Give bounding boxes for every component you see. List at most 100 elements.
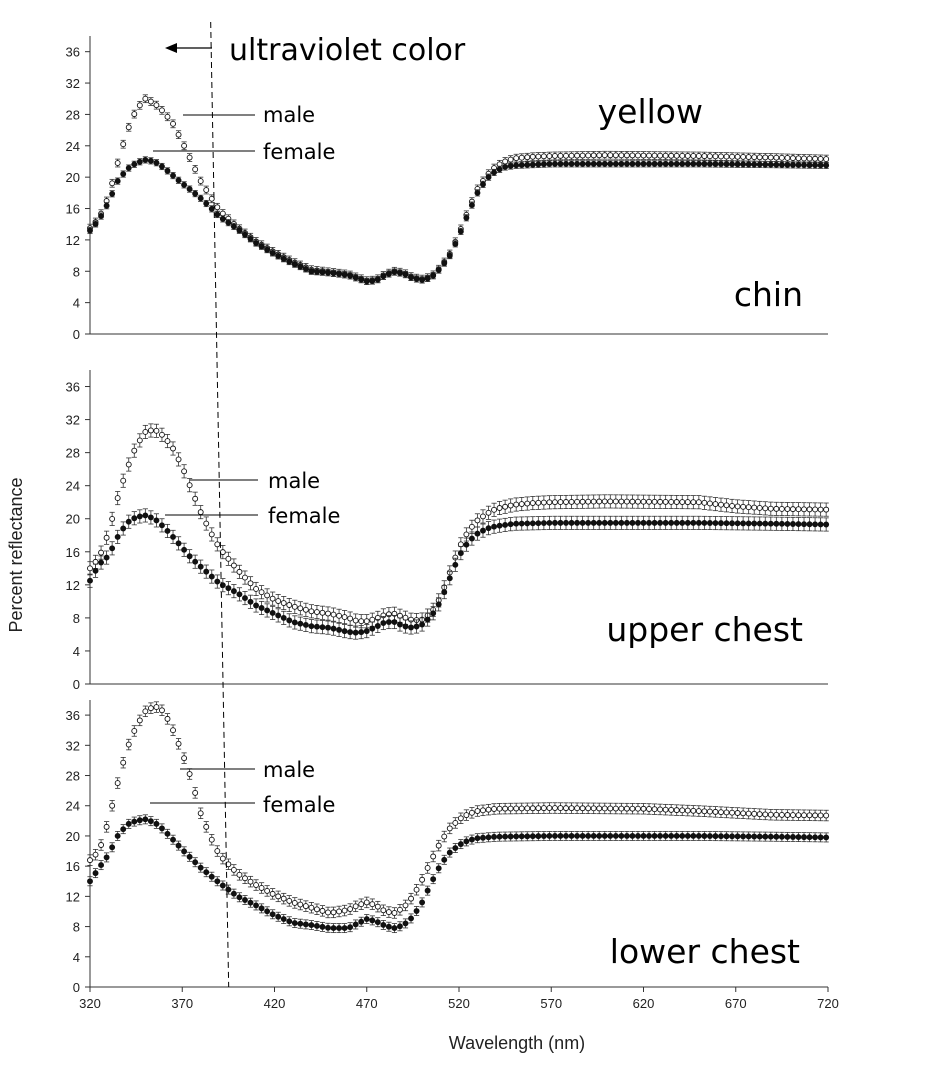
- data-point: [823, 521, 830, 528]
- data-point: [147, 705, 154, 712]
- data-point: [817, 834, 824, 841]
- data-point: [291, 619, 298, 626]
- series-label-male: male: [263, 103, 315, 127]
- data-point: [92, 870, 99, 877]
- data-point: [352, 629, 359, 636]
- data-point: [502, 805, 509, 812]
- data-point: [596, 832, 603, 839]
- data-point: [618, 832, 625, 839]
- data-point: [806, 521, 813, 528]
- data-point: [524, 833, 531, 840]
- data-point: [98, 213, 105, 220]
- data-point: [485, 174, 492, 181]
- data-point: [452, 820, 459, 826]
- data-point: [801, 521, 807, 528]
- data-point: [164, 113, 171, 120]
- data-point: [751, 520, 758, 527]
- data-point: [136, 513, 143, 520]
- data-point: [551, 152, 558, 159]
- data-point: [397, 923, 403, 930]
- y-tick-label: 28: [66, 446, 80, 461]
- data-point: [474, 189, 481, 196]
- data-point: [596, 519, 603, 526]
- data-point: [806, 834, 813, 841]
- x-tick-label: 570: [540, 996, 562, 1011]
- data-point: [740, 810, 747, 817]
- data-point: [242, 897, 248, 903]
- data-point: [181, 468, 188, 475]
- data-point: [507, 805, 514, 812]
- data-point: [635, 805, 641, 812]
- data-point: [242, 231, 248, 238]
- data-point: [136, 158, 143, 165]
- data-point: [325, 909, 331, 916]
- data-point: [568, 519, 575, 526]
- data-point: [419, 876, 426, 883]
- data-point: [590, 519, 597, 526]
- data-point: [147, 818, 154, 825]
- data-point: [358, 918, 365, 925]
- data-point: [103, 854, 110, 861]
- data-point: [823, 812, 830, 819]
- y-tick-label: 16: [66, 859, 80, 874]
- data-point: [374, 623, 381, 629]
- data-point: [789, 155, 796, 162]
- y-tick-label: 12: [66, 889, 80, 904]
- data-point: [812, 834, 819, 841]
- data-point: [629, 498, 636, 505]
- data-point: [264, 607, 271, 614]
- data-point: [778, 833, 785, 840]
- data-point: [435, 601, 442, 608]
- data-point: [629, 152, 636, 159]
- data-point: [546, 160, 553, 167]
- data-point: [452, 240, 459, 247]
- data-point: [657, 152, 664, 159]
- data-point: [701, 833, 708, 839]
- data-point: [540, 833, 547, 839]
- data-point: [214, 578, 221, 585]
- data-point: [540, 520, 547, 526]
- data-point: [546, 499, 553, 506]
- data-point: [762, 520, 769, 527]
- data-point: [352, 921, 359, 928]
- data-point: [734, 503, 741, 510]
- data-point: [159, 163, 165, 170]
- series-label-female: female: [263, 793, 335, 817]
- data-point: [120, 141, 127, 148]
- data-point: [142, 816, 149, 823]
- data-point: [502, 158, 509, 165]
- data-point: [214, 204, 221, 211]
- data-point: [673, 832, 680, 839]
- data-point: [817, 521, 824, 528]
- data-point: [812, 812, 819, 819]
- data-point: [446, 849, 453, 856]
- data-point: [341, 271, 348, 278]
- data-point: [413, 886, 420, 893]
- data-point: [695, 153, 702, 159]
- data-point: [463, 541, 470, 548]
- data-point: [181, 848, 188, 855]
- data-point: [668, 499, 675, 505]
- data-point: [120, 525, 127, 532]
- data-point: [690, 152, 697, 159]
- data-point: [175, 540, 182, 547]
- data-point: [568, 832, 575, 839]
- data-point: [529, 153, 536, 160]
- x-axis-title: Wavelength (nm): [449, 1033, 585, 1053]
- data-point: [729, 520, 736, 527]
- data-point: [131, 515, 138, 522]
- data-point: [657, 519, 664, 526]
- data-point: [408, 274, 414, 281]
- data-point: [186, 154, 193, 161]
- data-point: [131, 447, 138, 454]
- data-point: [496, 166, 503, 173]
- data-point: [706, 808, 713, 815]
- data-point: [679, 152, 686, 159]
- data-point: [402, 902, 409, 909]
- y-tick-label: 4: [73, 950, 80, 965]
- panel-label: upper chest: [606, 610, 803, 649]
- data-point: [247, 598, 254, 605]
- data-point: [297, 620, 304, 627]
- data-point: [718, 809, 724, 816]
- data-point: [812, 506, 819, 513]
